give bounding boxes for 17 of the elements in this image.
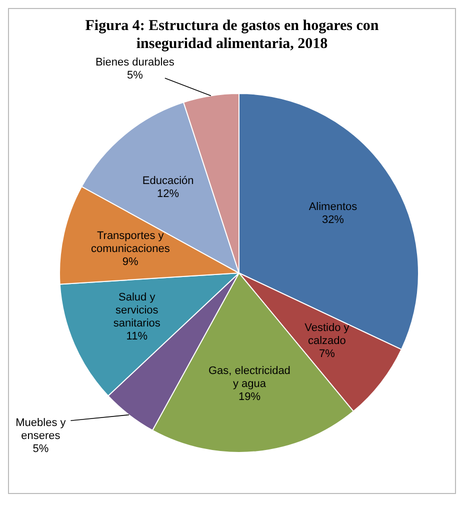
slice-label: Gas, electricidad y agua bbox=[208, 364, 290, 390]
chart-title: Figura 4: Estructura de gastos en hogares con inseguridad alimentaria, 2018 bbox=[84, 17, 380, 53]
data-label: 12% bbox=[157, 188, 180, 200]
data-label: 5% bbox=[126, 70, 144, 82]
slice-label: Transportes y comunicaciones bbox=[90, 230, 170, 255]
data-label: 9% bbox=[122, 256, 139, 268]
slice-label: Educación bbox=[142, 174, 194, 187]
data-label: 19% bbox=[238, 390, 261, 403]
slice-label: Salud y servicios sanitarios bbox=[113, 292, 161, 330]
data-label: 11% bbox=[126, 330, 148, 343]
slice-label: Muebles y enseres bbox=[16, 417, 66, 442]
slice-label: Alimentos bbox=[308, 200, 358, 213]
slice-label: Bienes durables bbox=[95, 56, 175, 69]
data-label: 7% bbox=[318, 348, 336, 360]
data-label: 5% bbox=[32, 443, 49, 456]
data-label: 32% bbox=[322, 214, 344, 226]
slice-label: Vestido y calzado bbox=[304, 322, 350, 348]
